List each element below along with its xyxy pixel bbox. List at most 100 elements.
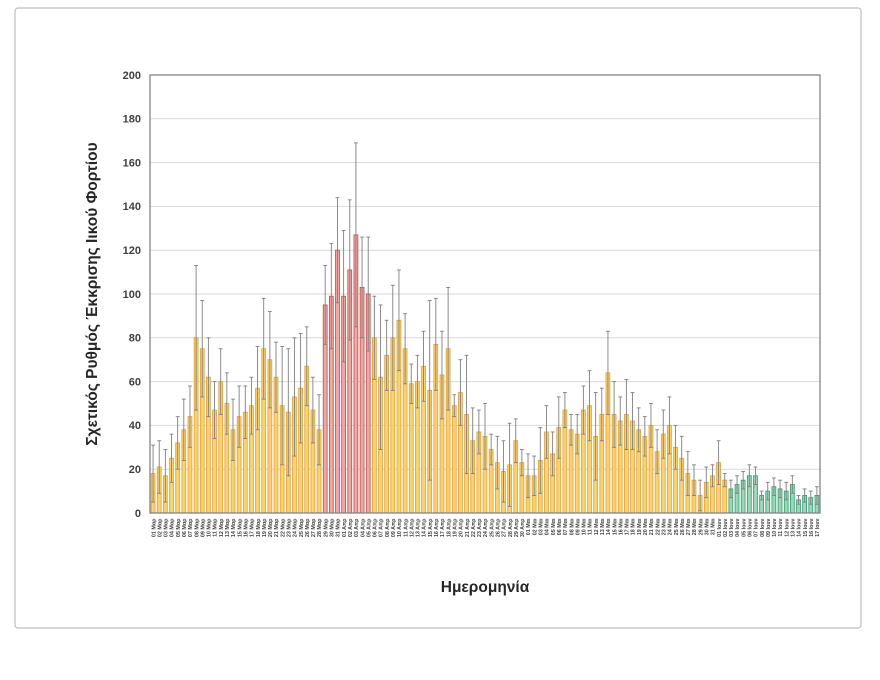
x-tick-label: 15 Μαρ xyxy=(237,518,243,537)
x-tick-label: 07 Μαρ xyxy=(188,518,194,537)
x-tick-label: 25 Απρ xyxy=(489,518,495,537)
x-tick-label: 07 Απρ xyxy=(379,518,385,537)
y-axis-title: Σχετικός Ρυθμός Έκκρισης Ιικού Φορτίου xyxy=(84,142,101,445)
x-tick-label: 01 Μαι xyxy=(526,518,532,535)
x-tick-label: 22 Μαι xyxy=(655,518,661,535)
x-tick-label: 11 Μαι xyxy=(588,518,594,535)
x-tick-label: 25 Μαρ xyxy=(299,518,305,537)
x-tick-label: 28 Απρ xyxy=(508,518,514,537)
plot-area-border xyxy=(149,74,821,514)
x-tick-label: 28 Μαρ xyxy=(317,518,323,537)
x-tick-label: 04 Μαρ xyxy=(170,518,176,537)
x-tick-label: 25 Μαι xyxy=(674,518,680,535)
x-tick-label: 17 Ιουν xyxy=(815,519,821,537)
x-tick-label: 14 Ιουν xyxy=(797,519,803,537)
x-tick-label: 08 Μαρ xyxy=(194,518,200,537)
x-tick-label: 03 Μαι xyxy=(539,518,545,535)
y-tick-label: 20 xyxy=(129,464,141,476)
x-tick-label: 13 Απρ xyxy=(416,518,422,537)
x-tick-label: 21 Μαρ xyxy=(274,518,280,537)
x-tick-label: 19 Απρ xyxy=(452,518,458,537)
x-tick-label: 24 Μαρ xyxy=(293,518,299,537)
x-tick-label: 09 Μαι xyxy=(575,518,581,535)
x-tick-label: 13 Μαι xyxy=(600,518,606,535)
x-tick-label: 31 Μαρ xyxy=(336,518,342,537)
y-tick-label: 100 xyxy=(123,289,141,301)
y-tick-label: 140 xyxy=(123,201,141,213)
x-tick-label: 14 Απρ xyxy=(422,518,428,537)
x-tick-label: 19 Μαρ xyxy=(262,518,268,537)
x-tick-label: 24 Μαι xyxy=(668,518,674,535)
x-tick-label: 20 Μαρ xyxy=(268,518,274,537)
x-tick-label: 11 Ιουν xyxy=(778,519,784,537)
x-tick-label: 06 Μαι xyxy=(557,518,563,535)
x-tick-label: 08 Ιουν xyxy=(760,519,766,537)
x-tick-label: 06 Απρ xyxy=(373,518,379,537)
x-tick-label: 05 Ιουν xyxy=(741,519,747,537)
x-tick-label: 22 Μαρ xyxy=(280,518,286,537)
y-tick-label: 200 xyxy=(123,70,141,82)
x-tick-label: 05 Μαι xyxy=(551,518,557,535)
x-tick-label: 02 Μαι xyxy=(532,518,538,535)
x-tick-label: 08 Απρ xyxy=(385,518,391,537)
x-tick-label: 13 Μαρ xyxy=(225,518,231,537)
x-tick-label: 09 Μαρ xyxy=(200,518,206,537)
x-tick-label: 27 Μαι xyxy=(686,518,692,535)
x-tick-label: 07 Ιουν xyxy=(754,519,760,537)
x-tick-label: 07 Μαι xyxy=(563,518,569,535)
x-tick-label: 04 Απρ xyxy=(360,518,366,537)
x-tick-label: 02 Μαρ xyxy=(157,518,163,537)
x-tick-label: 01 Ιουν xyxy=(717,519,723,537)
x-tick-label: 17 Απρ xyxy=(440,518,446,537)
x-tick-label: 02 Ιουν xyxy=(723,519,729,537)
x-tick-label: 09 Ιουν xyxy=(766,519,772,537)
x-tick-label: 23 Απρ xyxy=(477,518,483,537)
x-tick-label: 05 Μαρ xyxy=(176,518,182,537)
x-tick-label: 26 Μαρ xyxy=(305,518,311,537)
x-tick-label: 04 Ιουν xyxy=(735,519,741,537)
x-tick-label: 13 Ιουν xyxy=(791,519,797,537)
bar xyxy=(451,405,457,514)
y-tick-label: 180 xyxy=(123,114,141,126)
x-tick-label: 11 Μαρ xyxy=(213,518,219,537)
x-tick-label: 21 Μαι xyxy=(649,518,655,535)
x-tick-label: 12 Απρ xyxy=(409,518,415,537)
y-tick-label: 40 xyxy=(129,420,141,432)
x-tick-label: 06 Ιουν xyxy=(748,519,754,537)
x-tick-label: 20 Μαι xyxy=(643,518,649,535)
gridlines xyxy=(150,118,820,470)
y-tick-label: 160 xyxy=(123,157,141,169)
x-tick-label: 24 Απρ xyxy=(483,518,489,537)
error-bars xyxy=(151,142,819,512)
x-tick-label: 05 Απρ xyxy=(366,518,372,537)
y-tick-label: 120 xyxy=(123,245,141,257)
x-tick-label: 14 Μαι xyxy=(606,518,612,535)
y-tick-label: 0 xyxy=(135,508,141,520)
y-tick-label: 60 xyxy=(129,376,141,388)
x-tick-label: 10 Μαι xyxy=(582,518,588,535)
x-tick-label: 10 Μαρ xyxy=(207,518,213,537)
x-tick-label: 16 Μαι xyxy=(618,518,624,535)
x-tick-label: 26 Μαι xyxy=(680,518,686,535)
y-tick-label: 80 xyxy=(129,333,141,345)
x-tick-label: 29 Απρ xyxy=(514,518,520,537)
x-tick-label: 14 Μαρ xyxy=(231,518,237,537)
x-tick-label: 23 Μαρ xyxy=(287,518,293,537)
x-tick-label: 01 Μαρ xyxy=(151,518,157,537)
x-tick-label: 20 Απρ xyxy=(459,518,465,537)
x-tick-label: 22 Απρ xyxy=(471,518,477,537)
x-tick-label: 26 Απρ xyxy=(495,518,501,537)
x-tick-label: 17 Μαρ xyxy=(250,518,256,537)
x-tick-label: 03 Απρ xyxy=(354,518,360,537)
x-tick-label: 17 Μαι xyxy=(625,518,631,535)
x-tick-label: 15 Απρ xyxy=(428,518,434,537)
x-tick-label: 04 Μαι xyxy=(545,518,551,535)
x-tick-label: 12 Μαι xyxy=(594,518,600,535)
x-tick-label: 27 Απρ xyxy=(502,518,508,537)
x-tick-label: 19 Μαι xyxy=(637,518,643,535)
x-tick-label: 18 Μαι xyxy=(631,518,637,535)
x-tick-label: 11 Απρ xyxy=(403,518,409,537)
x-tick-label: 12 Μαρ xyxy=(219,518,225,537)
x-tick-label: 30 Μαι xyxy=(704,518,710,535)
